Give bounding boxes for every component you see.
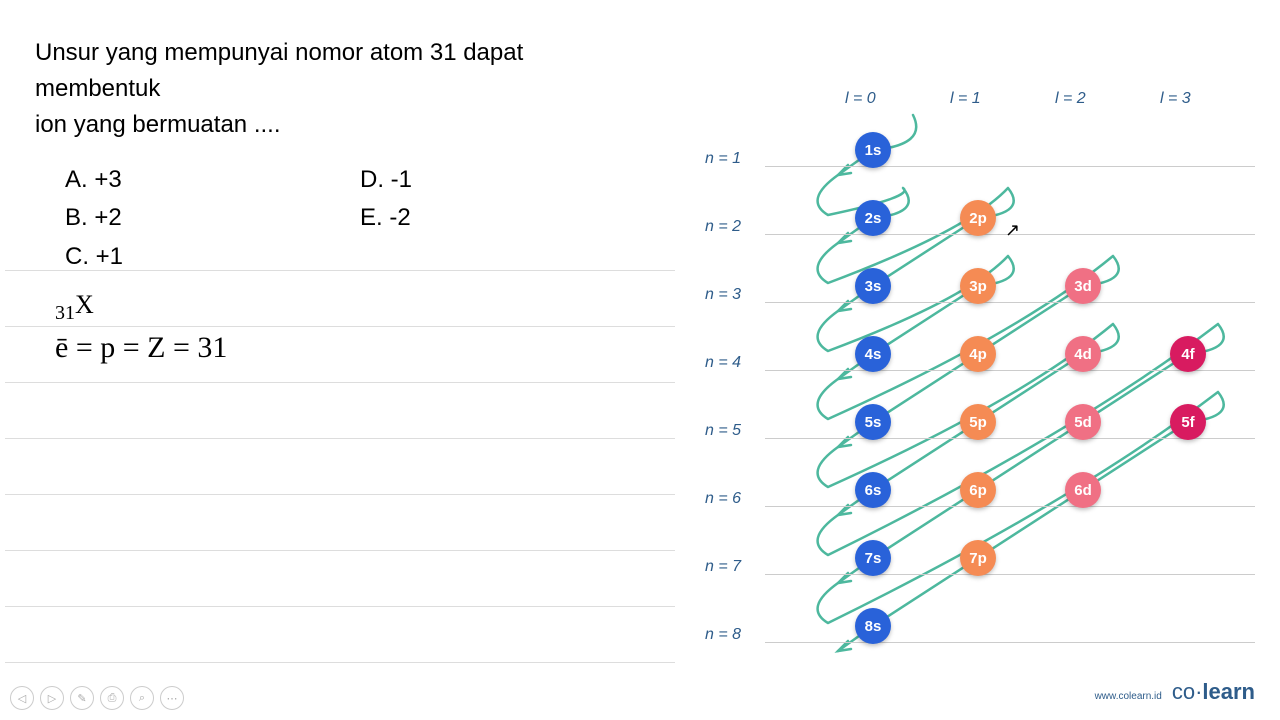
next-icon[interactable]: ▷ [40,686,64,710]
row-gridline [765,166,1255,167]
aufbau-diagram: l = 0 l = 1 l = 2 l = 3 n = 1 n = 2 n = 3 n = 4… [690,80,1270,670]
orbital-7s: 7s [855,540,891,576]
option-d: D. -1 [360,161,655,199]
col-header: l = 2 [1055,90,1086,108]
question-line1: Unsur yang mempunyai nomor atom 31 dapat… [35,35,655,107]
row-gridline [765,506,1255,507]
orbital-1s: 1s [855,132,891,168]
orbital-8s: 8s [855,608,891,644]
row-label: n = 7 [705,558,741,576]
more-icon[interactable]: ⋯ [160,686,184,710]
orbital-3s: 3s [855,268,891,304]
orbital-5d: 5d [1065,404,1101,440]
footer: www.colearn.id co·learn [1095,679,1255,705]
aufbau-arrows [690,80,1280,680]
footer-url: www.colearn.id [1095,691,1162,702]
col-header: l = 3 [1160,90,1191,108]
print-icon[interactable]: ⎙ [100,686,124,710]
orbital-5p: 5p [960,404,996,440]
orbital-6p: 6p [960,472,996,508]
orbital-6s: 6s [855,472,891,508]
row-gridline [765,574,1255,575]
orbital-2p: 2p [960,200,996,236]
orbital-5s: 5s [855,404,891,440]
orbital-3d: 3d [1065,268,1101,304]
row-label: n = 5 [705,422,741,440]
hw-equation: ē = p = Z = 31 [55,331,227,365]
orbital-6d: 6d [1065,472,1101,508]
option-a: A. +3 [65,161,360,199]
orbital-4d: 4d [1065,336,1101,372]
footer-logo: co·learn [1172,679,1255,705]
orbital-3p: 3p [960,268,996,304]
option-b: B. +2 [65,199,360,237]
pen-icon[interactable]: ✎ [70,686,94,710]
mouse-cursor-icon: ↖ [1005,220,1020,241]
col-header: l = 0 [845,90,876,108]
hw-element-symbol: 31X [55,290,227,325]
row-label: n = 4 [705,354,741,372]
orbital-2s: 2s [855,200,891,236]
bottom-toolbar: ◁ ▷ ✎ ⎙ ⌕ ⋯ [10,686,184,710]
row-gridline [765,642,1255,643]
row-label: n = 1 [705,150,741,168]
row-label: n = 3 [705,286,741,304]
options-list: A. +3 D. -1 B. +2 E. -2 C. +1 [65,161,655,276]
orbital-4s: 4s [855,336,891,372]
row-label: n = 6 [705,490,741,508]
orbital-4p: 4p [960,336,996,372]
option-e: E. -2 [360,199,655,237]
orbital-4f: 4f [1170,336,1206,372]
row-gridline [765,302,1255,303]
question-line2: ion yang bermuatan .... [35,107,655,143]
handwritten-work: 31X ē = p = Z = 31 [55,290,227,365]
prev-icon[interactable]: ◁ [10,686,34,710]
row-label: n = 2 [705,218,741,236]
orbital-5f: 5f [1170,404,1206,440]
col-header: l = 1 [950,90,981,108]
zoom-icon[interactable]: ⌕ [130,686,154,710]
row-label: n = 8 [705,626,741,644]
orbital-7p: 7p [960,540,996,576]
question-block: Unsur yang mempunyai nomor atom 31 dapat… [35,35,655,276]
